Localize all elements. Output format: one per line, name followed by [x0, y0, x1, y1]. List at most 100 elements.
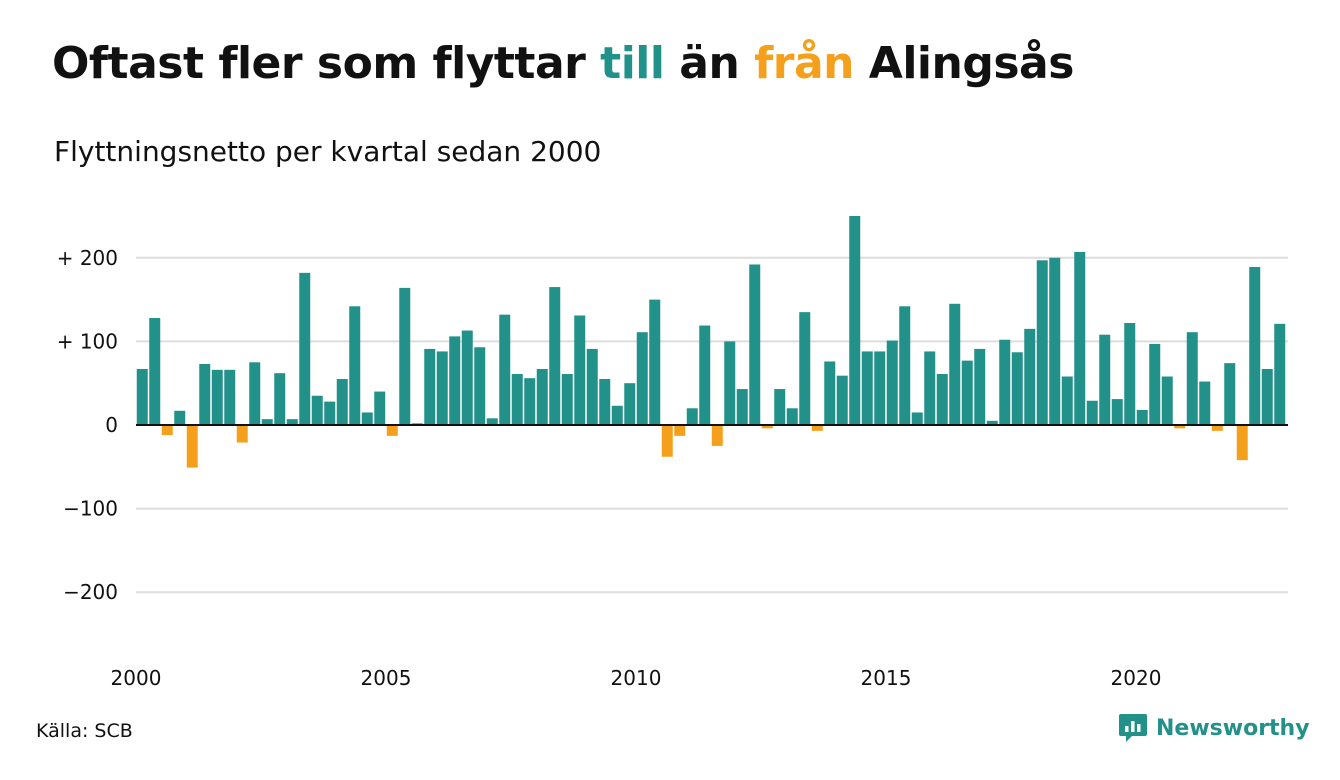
bar — [1074, 251, 1086, 425]
bar — [599, 379, 611, 425]
bar — [611, 405, 623, 425]
bar — [661, 425, 673, 457]
bar — [1261, 368, 1273, 425]
bar — [1124, 323, 1136, 425]
bar — [1249, 266, 1261, 425]
bar — [849, 216, 861, 425]
brand-name: Newsworthy — [1156, 715, 1310, 741]
bar — [336, 379, 348, 425]
brand-logo[interactable]: Newsworthy — [1118, 712, 1310, 744]
bar — [286, 419, 298, 425]
bar — [149, 317, 161, 425]
chart-subtitle: Flyttningsnetto per kvartal sedan 2000 — [54, 135, 602, 168]
title-part-1: Oftast fler som flyttar — [52, 38, 601, 89]
bar — [436, 351, 448, 425]
grid-layer — [136, 256, 1288, 594]
bar — [424, 348, 436, 425]
bar — [974, 348, 986, 425]
bar — [724, 341, 736, 425]
x-tick-label: 2010 — [611, 666, 662, 690]
bar — [961, 360, 973, 425]
bar — [236, 425, 248, 443]
bar — [999, 339, 1011, 425]
bar — [374, 391, 386, 425]
bar — [1136, 409, 1148, 425]
bar — [886, 340, 898, 425]
bar — [261, 419, 273, 425]
bar — [824, 361, 836, 425]
bar — [186, 425, 198, 468]
bar — [1161, 376, 1173, 425]
bar — [761, 425, 773, 429]
bar-chart: + 200 + 100 0 −100 −200 2000 2005 2010 2015 2020 — [57, 216, 1288, 690]
bar — [711, 425, 723, 446]
bar — [274, 373, 286, 425]
bar-layer — [136, 216, 1286, 468]
bar — [174, 410, 186, 425]
y-tick-label: + 100 — [57, 329, 118, 353]
bar — [1149, 343, 1161, 425]
x-tick-label: 2020 — [1111, 666, 1162, 690]
x-tick-label: 2000 — [111, 666, 162, 690]
bar — [299, 272, 311, 425]
bar — [1211, 425, 1223, 431]
title-fran: från — [754, 38, 854, 89]
bar — [1236, 425, 1248, 461]
bar — [936, 374, 948, 425]
bar — [136, 368, 148, 425]
bar — [1061, 376, 1073, 425]
bar — [699, 325, 711, 425]
bar — [511, 374, 523, 425]
bar — [1199, 381, 1211, 425]
source-note: Källa: SCB — [36, 720, 133, 742]
bar — [649, 299, 661, 425]
bar — [224, 369, 236, 425]
bar — [1174, 425, 1186, 429]
bar — [499, 314, 511, 425]
bar — [324, 401, 336, 425]
y-tick-label: −100 — [63, 497, 118, 521]
bar — [1011, 352, 1023, 425]
bar — [636, 332, 648, 425]
bar — [986, 420, 998, 425]
bar — [799, 312, 811, 425]
bar — [561, 374, 573, 425]
bar — [536, 368, 548, 425]
bar — [911, 412, 923, 425]
title-part-2: än — [664, 38, 755, 89]
bar — [161, 425, 173, 436]
y-tick-label: −200 — [63, 580, 118, 604]
bar — [449, 336, 461, 425]
bar — [249, 362, 261, 425]
chart-title: Oftast fler som flyttar till än från Ali… — [52, 38, 1074, 89]
bar — [749, 264, 761, 425]
bar — [524, 378, 536, 425]
bar — [1024, 328, 1036, 425]
bar — [836, 375, 848, 425]
bar — [1274, 323, 1286, 425]
bar — [874, 351, 886, 425]
bar — [949, 303, 961, 425]
bar — [861, 351, 873, 425]
bar — [311, 395, 323, 425]
title-till: till — [600, 38, 665, 89]
bar — [211, 369, 223, 425]
bar — [199, 363, 211, 425]
bar — [474, 347, 486, 425]
bar — [786, 408, 798, 425]
bar — [674, 425, 686, 436]
newsworthy-logo-icon — [1119, 714, 1147, 742]
x-tick-label: 2005 — [361, 666, 412, 690]
bar — [549, 287, 561, 425]
title-part-3: Alingsås — [853, 38, 1075, 89]
bar — [899, 306, 911, 425]
y-tick-label: + 200 — [57, 246, 118, 270]
bar — [1036, 260, 1048, 425]
bar — [686, 408, 698, 425]
bar — [399, 287, 411, 425]
bar — [1111, 399, 1123, 425]
bar — [349, 306, 361, 425]
bar — [486, 418, 498, 425]
bar — [1186, 332, 1198, 425]
bar — [1086, 400, 1098, 425]
